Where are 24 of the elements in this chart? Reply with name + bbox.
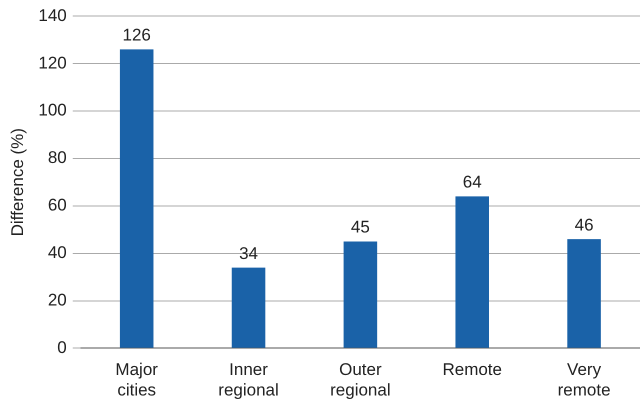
x-tick-label: Inner regional [218, 360, 279, 400]
x-tick-label: Remote [442, 360, 502, 380]
y-axis-title: Difference (%) [8, 128, 27, 236]
x-tick-label: Major cities [115, 360, 158, 400]
data-label: 34 [239, 244, 258, 263]
data-label: 126 [122, 26, 151, 45]
y-tick-label: 0 [57, 338, 67, 357]
y-tick-label: 80 [48, 148, 67, 168]
y-tick-label: 60 [48, 196, 67, 215]
bar [455, 196, 490, 348]
y-tick-label: 40 [48, 243, 67, 262]
x-tick-label: Very remote [558, 360, 611, 400]
y-tick-label: 140 [38, 6, 67, 25]
bar [232, 268, 266, 348]
y-tick-label: 20 [48, 290, 67, 310]
data-label: 46 [574, 215, 594, 234]
bar [120, 49, 154, 348]
y-tick-label: 120 [38, 53, 67, 72]
data-label: 64 [462, 172, 482, 192]
data-label: 45 [350, 218, 370, 237]
y-tick-label: 100 [38, 100, 67, 120]
bar [567, 239, 601, 348]
bar [344, 241, 378, 348]
x-tick-label: Outer regional [330, 360, 391, 400]
